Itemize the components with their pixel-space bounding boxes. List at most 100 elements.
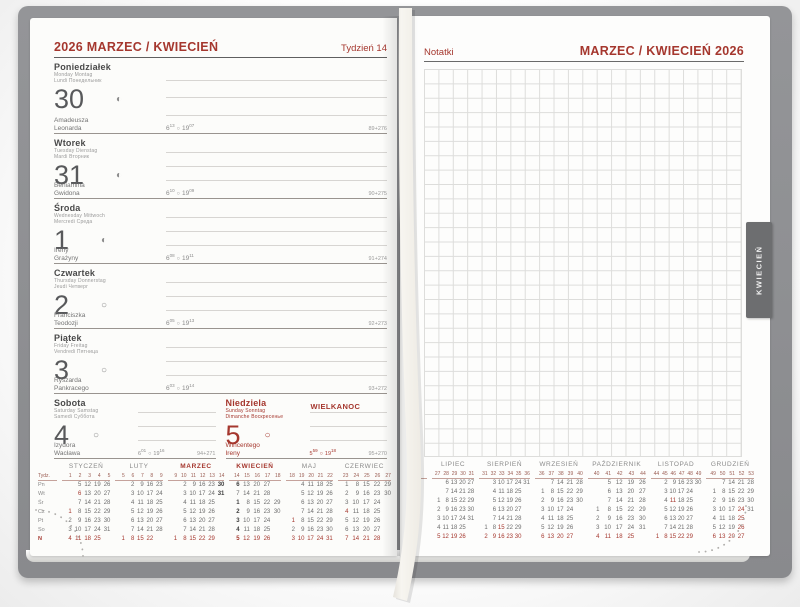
writing-line	[166, 218, 387, 232]
day-blocks: Poniedziałek Monday Montag Lundi Понедельн…	[54, 58, 387, 459]
sunset-hour: 19	[153, 451, 160, 457]
minical-week-number: 3	[88, 473, 92, 479]
minical-day-cell: 21	[566, 480, 574, 486]
minical-day-row: 3 10 17 24	[535, 506, 583, 515]
minical-day-cell	[168, 499, 177, 508]
minical-day-cell: 3	[596, 525, 600, 531]
minical-day-cell	[521, 497, 529, 506]
nameday-1: Amadeusza	[54, 117, 89, 124]
minical-month-wrzesień: WRZESIEŃ 36 37 38 39 40 7 14 21 28 1 8 15 22 29 2 9 16 23 3…	[534, 460, 583, 542]
minical-day-cell: 22	[677, 534, 685, 540]
minical-week-numbers: 9 10 11 12 13 14	[167, 472, 225, 481]
minical-day-cell: 13	[615, 489, 623, 495]
minical-day-cell: 7	[445, 489, 449, 495]
minical-day-row: 6 13 20 27	[115, 517, 163, 526]
minical-day-cell: 4	[492, 489, 497, 495]
sun-icon: ○	[176, 191, 180, 197]
minical-day-row: 6 13 20 27	[535, 533, 583, 542]
minical-day-cell: 13	[669, 516, 677, 522]
writing-line	[166, 362, 387, 376]
minical-day-row: 3 10 17 24 31	[432, 515, 474, 524]
minical-day-cell: 18	[316, 482, 324, 488]
minical-week-number: 53	[748, 471, 754, 477]
minical-day-cell: 12	[669, 507, 677, 513]
sunrise-sunset-times: 613○ 1907	[166, 123, 364, 132]
minical-day-row: 1 8 15 22 29	[479, 524, 530, 533]
minical-day-cell: 15	[450, 498, 458, 504]
minical-label-so: So	[408, 525, 415, 531]
minical-day-cell: 17	[677, 489, 685, 495]
writing-line	[166, 153, 387, 167]
minical-day-cell: 8	[664, 534, 668, 540]
nameday-1: Beniamina	[54, 182, 85, 189]
minical-day-row: 6 13 20 27	[62, 490, 110, 499]
minical-day-cell: 19	[556, 525, 564, 531]
minical-day-row: 2 9 16 23	[115, 481, 163, 490]
sun-icon: ○	[176, 321, 180, 327]
minical-day-cell: 12	[243, 536, 250, 542]
minical-day-cell	[693, 533, 701, 542]
minical-week-number: 15	[244, 473, 250, 479]
minical-day-row: 2 9 16 23 30	[62, 517, 110, 526]
minical-month-czerwiec: CZERWIEC 23 24 25 26 27 1 8 15 22 29 2 9 16 23 30 3 10 17 2…	[337, 462, 391, 544]
minical-day-cell	[115, 499, 124, 508]
week-number-label: Tydzień 14	[341, 43, 387, 54]
minical-day-cell: 2	[130, 482, 135, 488]
minical-day-cell: 11	[307, 482, 314, 488]
minical-label-śr: Śr	[38, 500, 44, 506]
day-of-year-count: 89+276	[368, 126, 387, 132]
minical-weekday-labels: Tydz. Pn Wt Śr Cz Pt So N	[408, 460, 427, 542]
minical-day-row: 3 10 17 24 31	[479, 479, 530, 488]
minical-day-cell: 16	[615, 516, 623, 522]
minical-week-number: 18	[274, 473, 281, 479]
moon-phase-icon: ○	[264, 430, 271, 441]
minical-label-spacer	[408, 460, 427, 470]
minical-day-cell: 12	[84, 482, 92, 488]
writing-line	[166, 139, 387, 153]
minical-day-cell: 20	[677, 516, 685, 522]
minical-day-cell: 8	[246, 500, 250, 506]
minical-day-cell: 9	[192, 482, 196, 488]
minical-day-cell	[573, 506, 583, 515]
minical-day-cell	[634, 533, 646, 542]
minical-day-cell: 2	[236, 509, 240, 515]
minical-day-cell: 11	[604, 534, 611, 540]
minical-day-cell: 30	[217, 482, 225, 488]
minical-day-row: 1 8 15 22 29	[338, 481, 391, 490]
minical-day-cell: 14	[556, 480, 564, 486]
minical-day-row: 5 12 19 26	[588, 479, 646, 488]
writing-lines	[166, 139, 387, 181]
minical-day-cell: 17	[253, 518, 261, 524]
minical-day-cell: 19	[253, 536, 261, 542]
minical-day-row: 3 10 17 24	[338, 499, 391, 508]
day-number: 31	[54, 160, 85, 190]
day-name-translations-2: Lundi Понедельник	[54, 78, 102, 84]
minical-day-cell: 2	[437, 507, 441, 513]
writing-line	[166, 297, 387, 311]
minical-day-cell: 17	[506, 480, 514, 486]
minical-week-number: 7	[140, 473, 144, 479]
minical-day-cell: 22	[627, 507, 635, 513]
minical-day-cell: 20	[506, 507, 514, 513]
minical-day-cell: 12	[615, 480, 623, 486]
day-name: Sobota	[54, 398, 86, 408]
minical-day-cell	[573, 524, 583, 533]
sunrise-hour: 6	[166, 190, 170, 197]
minical-day-cell: 3	[345, 500, 349, 506]
moon-phase-icon: ◐	[116, 94, 123, 105]
moon-phase-icon: ○	[93, 430, 100, 441]
day-name-translations-1: Tuesday Dienstag	[54, 148, 98, 154]
minical-day-cell	[651, 488, 659, 497]
day-number-row: 3 ○	[54, 357, 166, 384]
minical-day-row: 4 11 18 25	[338, 508, 391, 517]
minical-day-cell: 25	[155, 500, 163, 506]
day-block: Czwartek Thursday Donnerstag Jeudi Четверг…	[54, 264, 387, 329]
day-name: Środa	[54, 203, 81, 213]
minical-day-cell	[432, 488, 440, 497]
writing-line	[166, 334, 387, 348]
minical-day-cell	[286, 499, 295, 508]
minical-week-number: 44	[640, 471, 646, 477]
minical-label-pt: Pt	[38, 518, 44, 524]
minical-day-cell: 10	[189, 491, 196, 497]
minical-week-number: 19	[298, 473, 305, 479]
